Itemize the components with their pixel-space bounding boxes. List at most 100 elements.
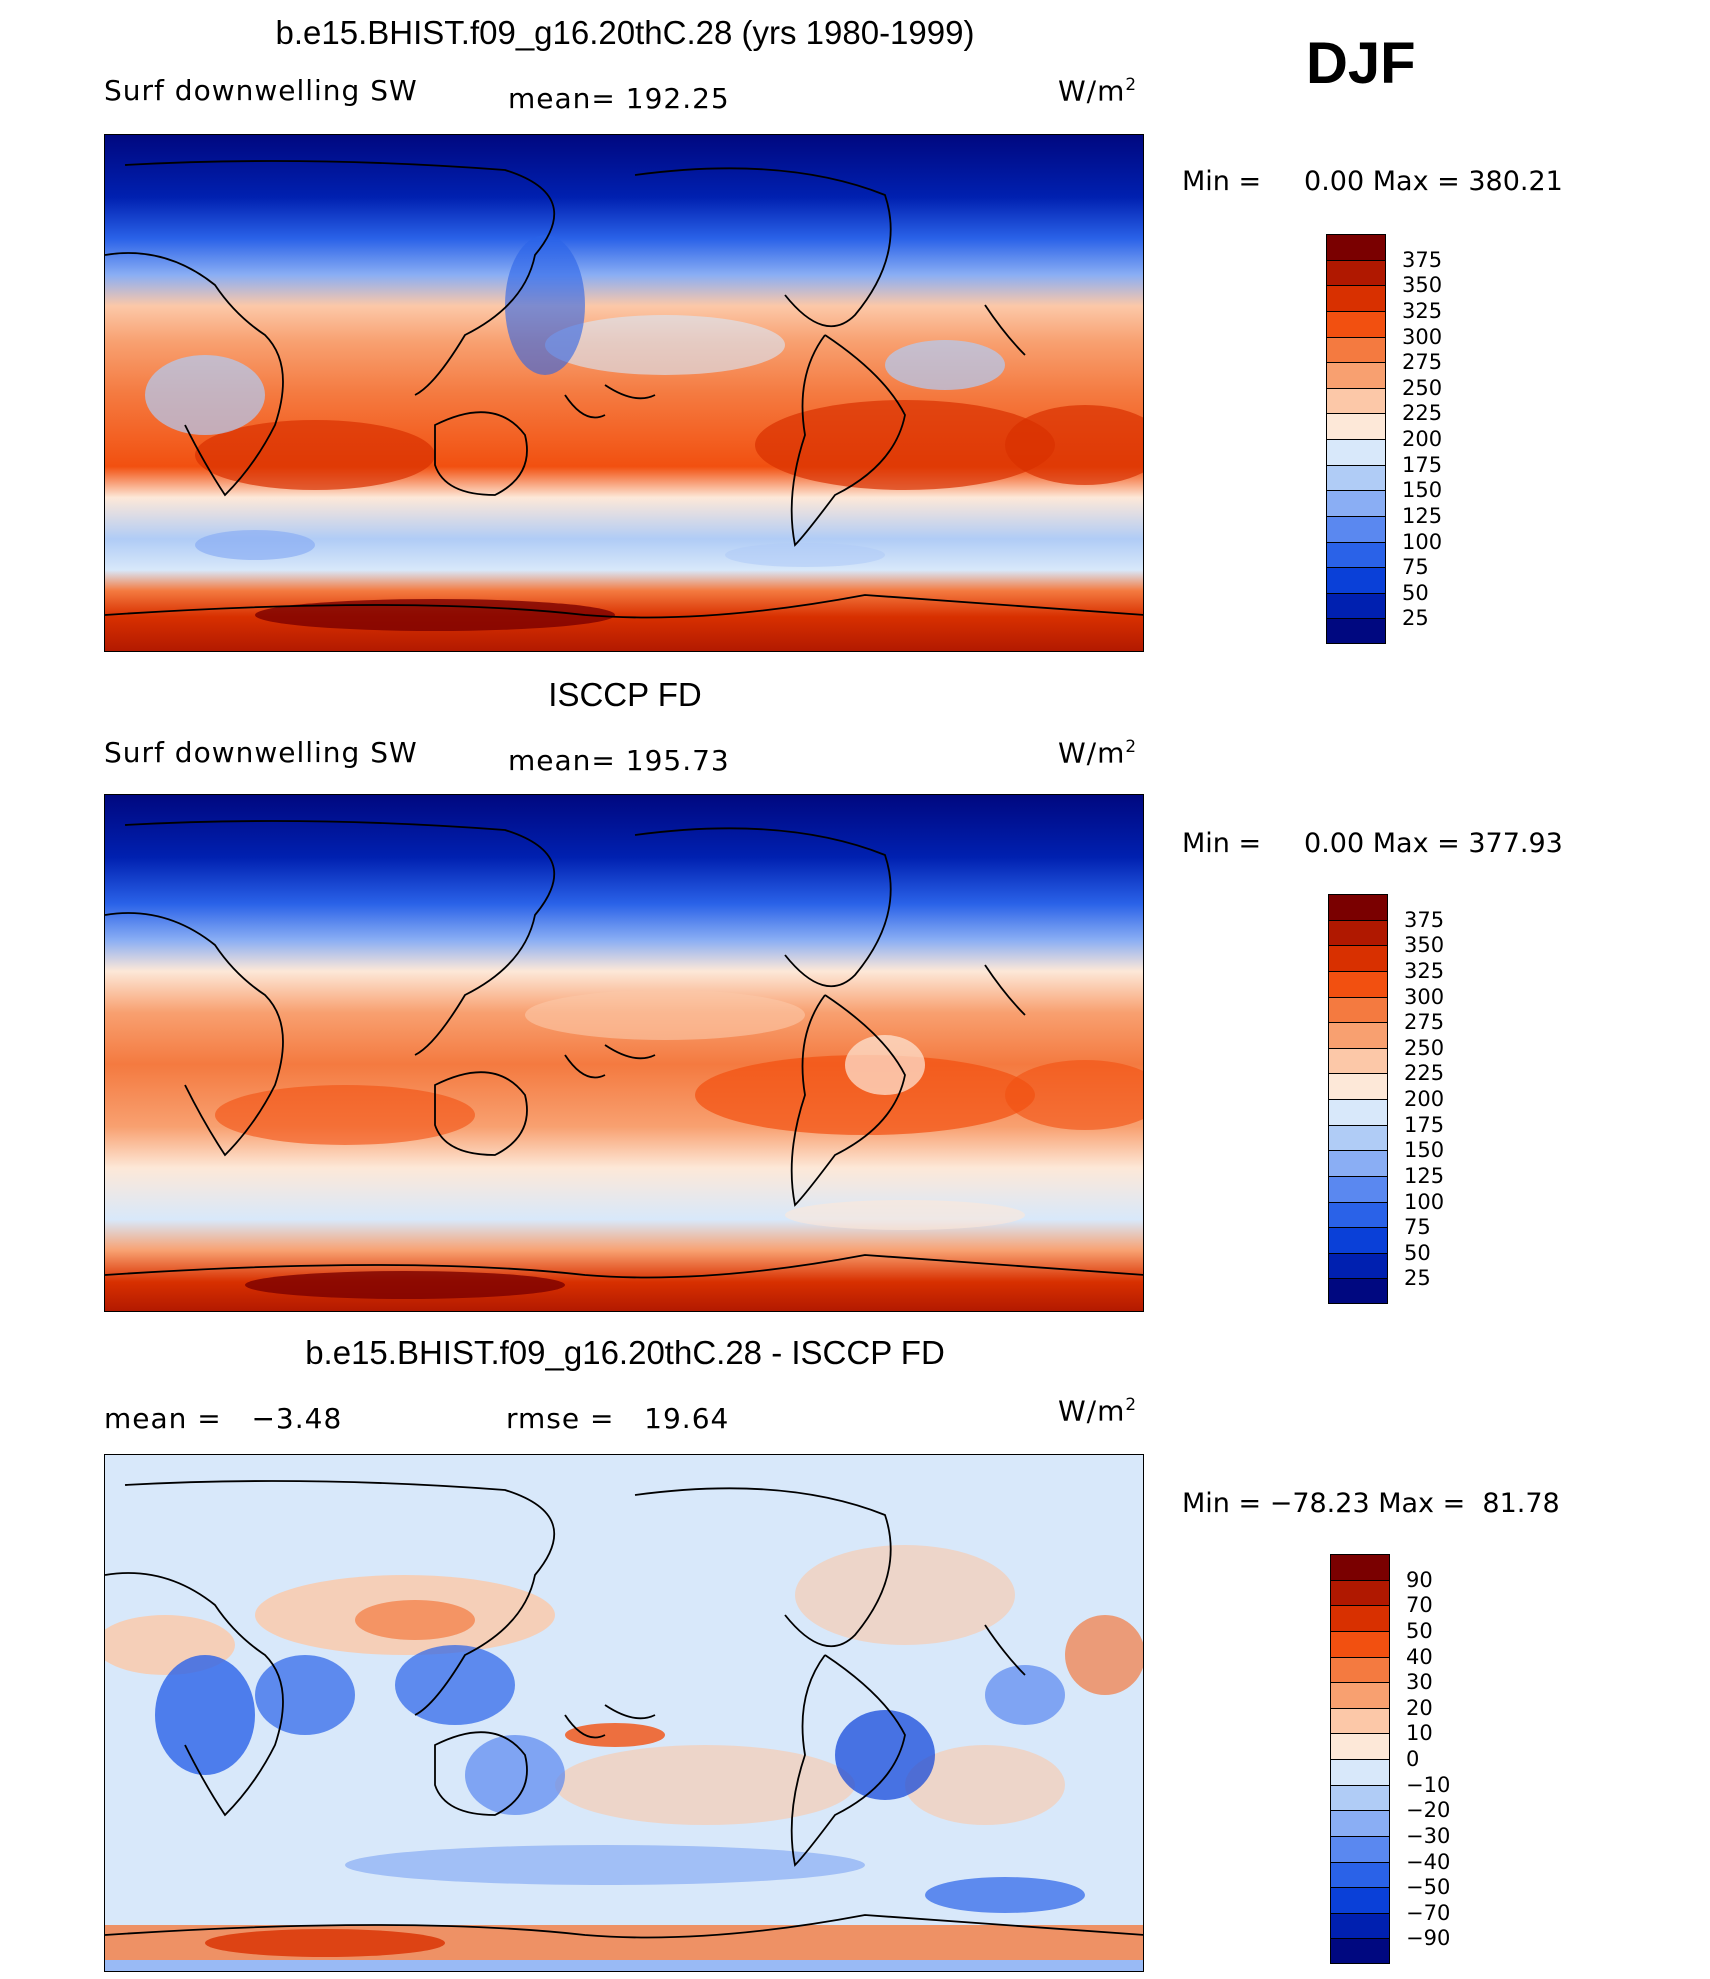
colorbar-label: 300: [1404, 984, 1445, 1009]
colorbar-swatch: [1328, 1124, 1388, 1151]
colorbar-label: 20: [1406, 1695, 1433, 1720]
colorbar-label: −10: [1406, 1772, 1451, 1797]
colorbar-swatch: [1330, 1554, 1390, 1580]
colorbar-swatch: [1326, 439, 1386, 465]
panel-1-map: [104, 134, 1144, 652]
colorbar-swatch: [1328, 1099, 1388, 1125]
panel-1-units: W/m2: [1058, 74, 1138, 108]
colorbar-swatch: [1326, 387, 1386, 414]
colorbar-label: 70: [1406, 1593, 1433, 1618]
colorbar-swatch: [1328, 919, 1388, 946]
colorbar-label: 175: [1404, 1112, 1445, 1137]
panel-1-title: b.e15.BHIST.f09_g16.20thC.28 (yrs 1980-1…: [275, 14, 975, 51]
colorbar-swatch: [1328, 1227, 1388, 1253]
colorbar-swatch: [1330, 1835, 1390, 1862]
colorbar-swatch: [1326, 310, 1386, 337]
colorbar-swatch: [1328, 996, 1388, 1023]
colorbar-swatch: [1330, 1912, 1390, 1939]
colorbar-label: 325: [1404, 958, 1445, 983]
panel-1-variable-label: Surf downwelling SW: [104, 74, 418, 107]
colorbar-label: 50: [1404, 1240, 1431, 1265]
colorbar-swatch: [1330, 1759, 1390, 1785]
colorbar-label: 275: [1402, 350, 1443, 375]
colorbar-swatch: [1330, 1682, 1390, 1708]
colorbar-label: 150: [1402, 478, 1443, 503]
colorbar-label: −90: [1406, 1926, 1451, 1951]
colorbar-swatch: [1330, 1656, 1390, 1683]
colorbar-swatch: [1328, 1175, 1388, 1202]
colorbar-swatch: [1330, 1938, 1390, 1964]
colorbar-label: 25: [1402, 606, 1429, 631]
colorbar-swatch: [1326, 234, 1386, 260]
panel-1-colorbar: 375 350 325 300 275 250 225 200 175 150 125 100 75 50…: [1326, 234, 1466, 644]
colorbar-label: 225: [1402, 401, 1443, 426]
colorbar-label: 200: [1402, 427, 1443, 451]
colorbar-label: −40: [1406, 1849, 1451, 1874]
colorbar-swatch: [1330, 1579, 1390, 1606]
panel-2-minmax: Min = 0.00 Max = 377.93: [1182, 828, 1563, 859]
colorbar-label: −50: [1406, 1875, 1451, 1900]
colorbar-swatch: [1330, 1733, 1390, 1759]
colorbar-swatch: [1328, 1047, 1388, 1074]
colorbar-label: 150: [1404, 1138, 1445, 1163]
colorbar-label: 300: [1402, 324, 1443, 349]
colorbar-label: 125: [1404, 1163, 1445, 1188]
panel-2-colorbar: 375 350 325 300 275 250 225 200 175 150 125 100 75 50…: [1328, 894, 1468, 1304]
colorbar-label: 325: [1402, 298, 1443, 323]
colorbar-label: 275: [1404, 1010, 1445, 1035]
colorbar-label: 375: [1404, 907, 1445, 932]
colorbar-label: 200: [1404, 1087, 1445, 1111]
colorbar-swatch: [1326, 464, 1386, 491]
colorbar-swatch: [1330, 1887, 1390, 1913]
panel-2-units: W/m2: [1058, 736, 1138, 770]
colorbar-label: 350: [1402, 273, 1443, 298]
panel-3-colorbar: 90 70 50 40 30 20 10 0 −10 −20 −30 −40 −50 −70 −90: [1330, 1554, 1470, 1964]
colorbar-swatch: [1326, 567, 1386, 593]
colorbar-swatch: [1326, 515, 1386, 542]
colorbar-swatch: [1326, 336, 1386, 363]
panel-3-minmax: Min = −78.23 Max = 81.78: [1182, 1488, 1560, 1519]
colorbar-swatch: [1328, 945, 1388, 971]
panel-3-title: b.e15.BHIST.f09_g16.20thC.28 - ISCCP FD: [305, 1334, 945, 1371]
panel-2-title: ISCCP FD: [548, 676, 702, 713]
colorbar-label: 100: [1404, 1189, 1445, 1214]
colorbar-swatch: [1328, 970, 1388, 997]
panel-2-map: [104, 794, 1144, 1312]
colorbar-label: 100: [1402, 529, 1443, 554]
colorbar-swatch: [1328, 1278, 1388, 1304]
colorbar-label: 75: [1402, 555, 1429, 580]
colorbar-swatch: [1328, 894, 1388, 920]
colorbar-label: 30: [1406, 1670, 1433, 1695]
colorbar-label: 375: [1402, 247, 1443, 272]
colorbar-label: 125: [1402, 503, 1443, 528]
colorbar-label: 40: [1406, 1644, 1433, 1669]
colorbar-label: 175: [1402, 452, 1443, 477]
colorbar-swatch: [1328, 1252, 1388, 1279]
colorbar-swatch: [1330, 1861, 1390, 1888]
colorbar-swatch: [1326, 490, 1386, 516]
colorbar-label: 50: [1402, 580, 1429, 605]
colorbar-swatch: [1328, 1073, 1388, 1099]
colorbar-label: 350: [1404, 933, 1445, 958]
colorbar-swatch: [1326, 413, 1386, 439]
colorbar-swatch: [1326, 618, 1386, 644]
colorbar-label: 25: [1404, 1266, 1431, 1291]
colorbar-label: 225: [1404, 1061, 1445, 1086]
colorbar-swatch: [1326, 285, 1386, 311]
colorbar-swatch: [1330, 1605, 1390, 1631]
panel-2-variable-label: Surf downwelling SW: [104, 736, 418, 769]
colorbar-label: 250: [1404, 1035, 1445, 1060]
colorbar-label: −70: [1406, 1900, 1451, 1925]
panel-3-units: W/m2: [1058, 1394, 1138, 1428]
colorbar-label: −30: [1406, 1823, 1451, 1848]
colorbar-swatch: [1328, 1150, 1388, 1176]
colorbar-swatch: [1328, 1201, 1388, 1228]
colorbar-label: 250: [1402, 375, 1443, 400]
panel-1-minmax: Min = 0.00 Max = 380.21: [1182, 166, 1563, 197]
colorbar-label: 75: [1404, 1215, 1431, 1240]
colorbar-label: −20: [1406, 1798, 1451, 1823]
panel-3-rmse-label: rmse = 19.64: [506, 1402, 730, 1435]
colorbar-swatch: [1326, 259, 1386, 286]
colorbar-label: 10: [1406, 1721, 1433, 1746]
panel-3-mean-label: mean = −3.48: [104, 1402, 343, 1435]
